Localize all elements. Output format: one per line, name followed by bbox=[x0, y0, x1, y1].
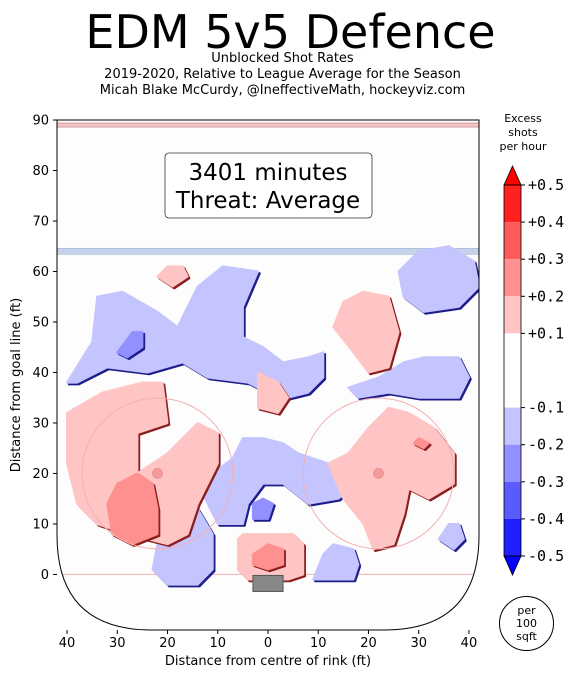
threat-label: Threat: Average bbox=[175, 188, 360, 214]
colorbar-tick-label: -0.4 bbox=[528, 510, 564, 528]
rink-surface bbox=[57, 120, 479, 630]
y-tick-label: 10 bbox=[32, 517, 49, 532]
red-line bbox=[57, 122, 479, 128]
faceoff-dot bbox=[373, 468, 384, 479]
colorbar-tick-label: -0.2 bbox=[528, 436, 564, 454]
y-tick-label: 40 bbox=[32, 366, 49, 381]
x-tick-label: 30 bbox=[410, 636, 427, 651]
region-deficit bbox=[251, 497, 274, 520]
blue-line bbox=[57, 247, 479, 255]
colorbar-tick-label: -0.3 bbox=[528, 473, 564, 491]
region-excess bbox=[332, 290, 400, 374]
region-deficit bbox=[201, 437, 365, 525]
y-tick-label: 30 bbox=[32, 416, 49, 431]
region-deficit bbox=[437, 523, 465, 551]
region-deficit bbox=[116, 331, 144, 359]
colorbar-tick-label: +0.1 bbox=[528, 324, 564, 342]
region-excess bbox=[66, 381, 219, 546]
faceoff-circle bbox=[81, 397, 234, 550]
subtitle-line-1: Unblocked Shot Rates bbox=[211, 51, 354, 66]
faceoff-dot bbox=[152, 468, 163, 479]
colorbar-frame bbox=[503, 184, 522, 557]
subtitle-line-2: 2019-2020, Relative to League Average fo… bbox=[104, 67, 461, 82]
region-deficit bbox=[66, 265, 325, 399]
x-tick-label: 20 bbox=[360, 636, 377, 651]
colorbar-segment bbox=[504, 518, 521, 556]
x-axis-label: Distance from centre of rink (ft) bbox=[165, 654, 371, 669]
region-excess bbox=[251, 543, 285, 571]
region-excess bbox=[412, 437, 430, 450]
colorbar-title: Excess shots per hour bbox=[499, 112, 547, 153]
colorbar-tick-label: -0.5 bbox=[528, 547, 564, 565]
x-tick-label: 40 bbox=[59, 636, 76, 651]
faceoff-circle bbox=[302, 397, 455, 550]
colorbar-segment bbox=[504, 407, 521, 445]
y-tick-label: 80 bbox=[32, 164, 49, 179]
x-tick-label: 20 bbox=[159, 636, 176, 651]
colorbar-segment bbox=[504, 222, 521, 260]
y-tick-label: 20 bbox=[32, 467, 49, 482]
y-axis-label: Distance from goal line (ft) bbox=[9, 298, 24, 472]
rink-outline bbox=[56, 119, 480, 631]
x-tick-label: 10 bbox=[310, 636, 327, 651]
y-tick-label: 0 bbox=[41, 568, 49, 583]
region-excess bbox=[156, 265, 189, 288]
y-tick-label: 50 bbox=[32, 315, 49, 330]
minutes-label: 3401 minutes bbox=[189, 160, 348, 186]
x-tick-label: 10 bbox=[209, 636, 226, 651]
region-excess bbox=[257, 371, 290, 414]
info-box-frame bbox=[164, 152, 373, 219]
colorbar-segment bbox=[504, 259, 521, 297]
region-deficit bbox=[312, 543, 360, 581]
region-deficit bbox=[347, 356, 470, 399]
colorbar-segment bbox=[504, 185, 521, 223]
colorbar-tick-label: +0.3 bbox=[528, 250, 564, 268]
colorbar-lower-extension bbox=[503, 555, 522, 576]
y-tick-label: 70 bbox=[32, 214, 49, 229]
colorbar-tick-label: +0.5 bbox=[528, 176, 564, 194]
colorbar-tick-label: -0.1 bbox=[528, 399, 564, 417]
subtitle-line-3: Micah Blake McCurdy, @IneffectiveMath, h… bbox=[99, 83, 466, 98]
x-tick-label: 30 bbox=[109, 636, 126, 651]
colorbar-segment bbox=[504, 333, 521, 408]
region-excess bbox=[106, 472, 159, 546]
chart-title: EDM 5v5 Defence bbox=[85, 5, 496, 59]
y-tick-label: 90 bbox=[32, 114, 49, 129]
y-tick-label: 60 bbox=[32, 265, 49, 280]
region-deficit bbox=[397, 245, 479, 313]
colorbar-tick-label: +0.4 bbox=[528, 213, 564, 231]
x-tick-label: 40 bbox=[461, 636, 478, 651]
units-badge: per 100 sqft bbox=[499, 596, 554, 651]
x-tick-label: 0 bbox=[264, 636, 272, 651]
colorbar-tick-label: +0.2 bbox=[528, 287, 564, 305]
colorbar-upper-extension bbox=[503, 165, 522, 186]
colorbar-segment bbox=[504, 296, 521, 334]
colorbar-segment bbox=[504, 444, 521, 482]
colorbar-segment bbox=[504, 481, 521, 519]
goal-net bbox=[252, 574, 284, 592]
